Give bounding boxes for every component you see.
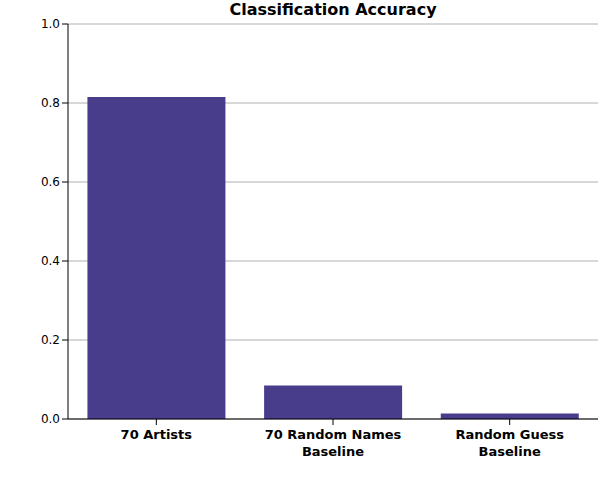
svg-text:70 Artists: 70 Artists <box>121 427 193 442</box>
svg-text:0.8: 0.8 <box>41 96 60 110</box>
svg-text:1.0: 1.0 <box>41 17 60 31</box>
svg-text:Random GuessBaseline: Random GuessBaseline <box>455 427 564 459</box>
svg-text:0.2: 0.2 <box>41 333 60 347</box>
svg-text:70 Random NamesBaseline: 70 Random NamesBaseline <box>265 427 402 459</box>
svg-text:0.4: 0.4 <box>41 254 60 268</box>
html-text:Classification Accuracy: Classification Accuracy <box>229 0 437 19</box>
svg-text:0.6: 0.6 <box>41 175 60 189</box>
svg-text:0.0: 0.0 <box>41 412 60 426</box>
